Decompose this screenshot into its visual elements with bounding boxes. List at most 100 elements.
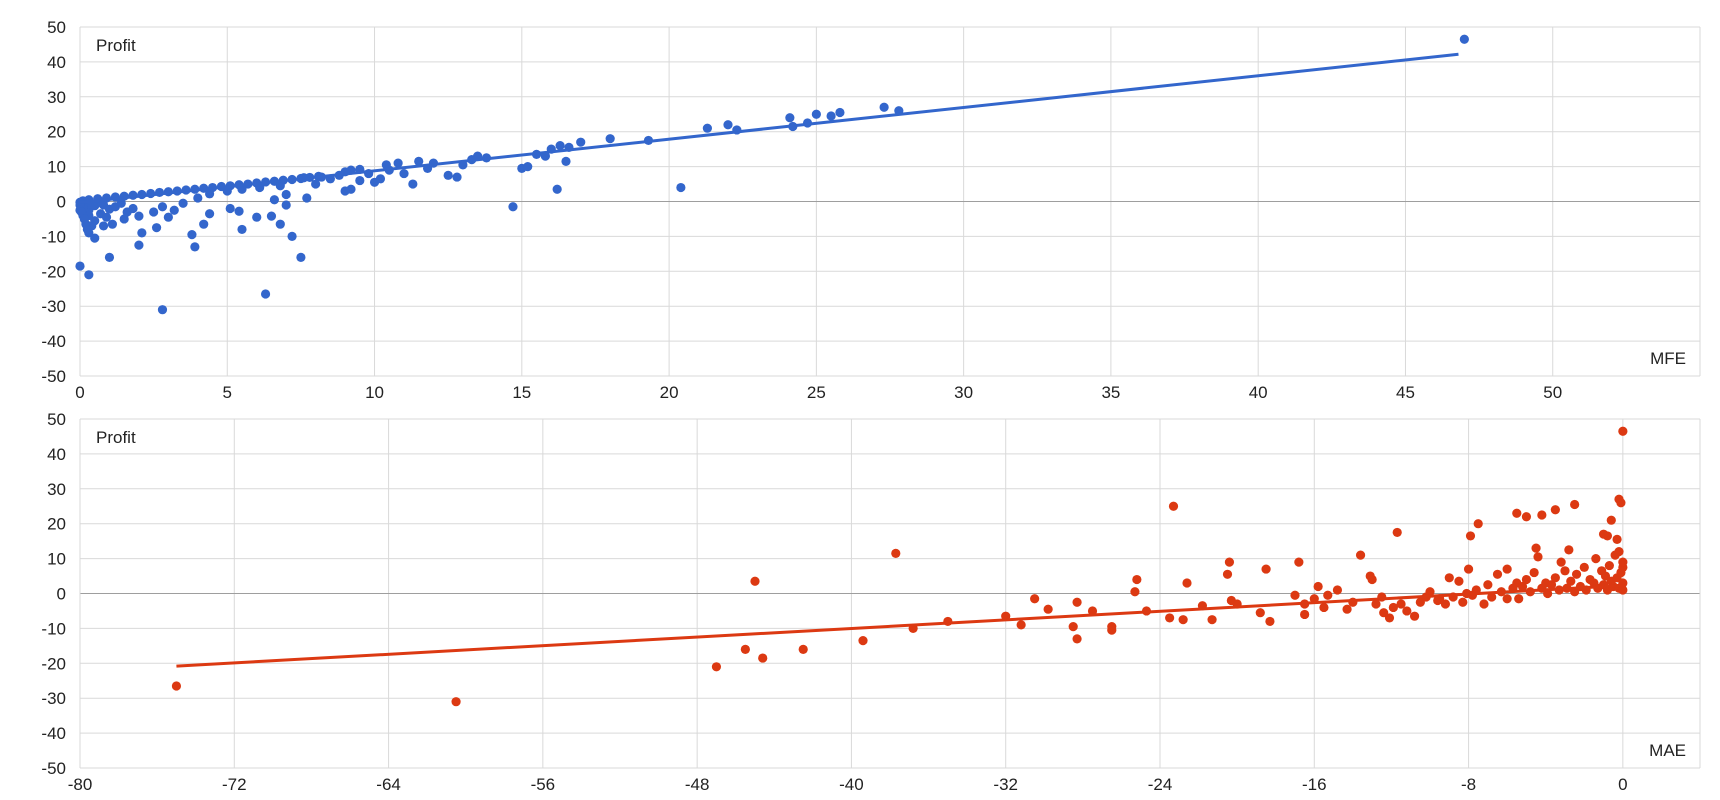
data-point: [1396, 599, 1406, 609]
data-point: [1367, 574, 1377, 585]
data-point: [508, 202, 518, 212]
data-point: [740, 644, 750, 654]
data-point: [90, 233, 100, 243]
data-point: [1550, 505, 1560, 515]
y-tick-label: 0: [57, 193, 66, 212]
data-point: [1465, 531, 1476, 541]
data-point: [879, 102, 889, 112]
data-point: [1606, 515, 1616, 525]
data-point: [1529, 567, 1539, 578]
data-point: [1604, 560, 1614, 571]
y-tick-label: 20: [47, 123, 66, 142]
data-point: [134, 211, 144, 221]
data-point: [107, 219, 117, 229]
data-point: [296, 252, 306, 262]
y-tick-label: -20: [41, 654, 66, 673]
data-point: [1571, 569, 1582, 579]
data-point: [1570, 499, 1580, 510]
data-point: [128, 203, 138, 214]
data-point: [1384, 613, 1395, 623]
data-point: [1618, 426, 1628, 436]
data-point: [79, 214, 90, 224]
data-point: [1255, 608, 1265, 618]
data-point: [1332, 585, 1343, 595]
data-point: [1309, 594, 1319, 604]
data-point: [101, 212, 112, 222]
data-point: [340, 186, 350, 196]
data-point: [1294, 557, 1304, 567]
data-point: [1043, 604, 1053, 614]
data-point: [252, 212, 262, 222]
data-point: [98, 221, 109, 231]
data-point: [205, 189, 215, 199]
data-point: [1222, 569, 1233, 579]
data-point: [723, 120, 733, 130]
data-point: [237, 224, 247, 235]
data-point: [1224, 557, 1235, 567]
data-point: [1323, 590, 1333, 600]
data-point: [605, 134, 615, 144]
data-point: [1030, 594, 1040, 604]
data-point: [1072, 634, 1082, 644]
data-point: [84, 270, 94, 280]
y-axis-label: Profit: [96, 428, 136, 447]
x-tick-label: 0: [1618, 775, 1627, 794]
y-tick-label: -10: [41, 619, 66, 638]
x-tick-label: 35: [1101, 383, 1120, 402]
data-point: [1473, 519, 1483, 529]
data-point: [311, 179, 321, 189]
data-point: [811, 109, 821, 119]
x-tick-label: 20: [660, 383, 679, 402]
data-point: [1591, 554, 1601, 564]
data-point: [1182, 578, 1192, 588]
y-axis-label: Profit: [96, 36, 136, 55]
x-axis-label: MAE: [1649, 741, 1686, 760]
data-point: [452, 172, 462, 182]
data-point: [785, 113, 795, 123]
data-point: [826, 111, 836, 121]
data-point: [269, 195, 279, 205]
data-point: [1517, 581, 1528, 592]
data-point: [255, 182, 265, 193]
x-tick-label: 0: [75, 383, 84, 402]
data-point: [835, 107, 845, 118]
x-tick-label: 40: [1249, 383, 1268, 402]
trendline: [176, 583, 1623, 668]
y-tick-label: -40: [41, 724, 66, 743]
data-point: [199, 219, 209, 229]
data-point: [1425, 587, 1435, 597]
x-tick-label: -72: [222, 775, 247, 794]
data-point: [222, 186, 232, 196]
x-tick-label: -16: [1302, 775, 1327, 794]
data-point: [1537, 510, 1547, 520]
trendline: [79, 52, 1459, 205]
data-point: [1566, 576, 1576, 586]
data-point: [193, 193, 203, 203]
data-point: [1444, 573, 1454, 583]
data-point: [1458, 597, 1468, 607]
data-point: [1168, 501, 1179, 511]
data-point: [355, 175, 365, 186]
data-point: [178, 198, 188, 208]
data-point: [1616, 498, 1626, 508]
data-point: [1618, 585, 1628, 595]
data-point: [157, 305, 168, 315]
y-tick-label: 40: [47, 445, 66, 464]
data-point: [287, 231, 297, 241]
y-tick-label: -50: [41, 367, 66, 386]
data-point: [1550, 573, 1560, 583]
data-point: [84, 228, 94, 238]
data-point: [1514, 594, 1524, 604]
data-point: [1132, 574, 1142, 585]
data-point: [375, 174, 386, 184]
data-point: [281, 189, 291, 200]
y-tick-label: -30: [41, 689, 66, 708]
y-tick-label: 10: [47, 158, 66, 177]
x-tick-label: 45: [1396, 383, 1415, 402]
data-point: [750, 576, 760, 586]
data-point: [1459, 34, 1469, 44]
data-point: [891, 548, 901, 558]
y-tick-label: -40: [41, 332, 66, 351]
data-point: [1178, 615, 1188, 625]
x-tick-label: 50: [1543, 383, 1562, 402]
